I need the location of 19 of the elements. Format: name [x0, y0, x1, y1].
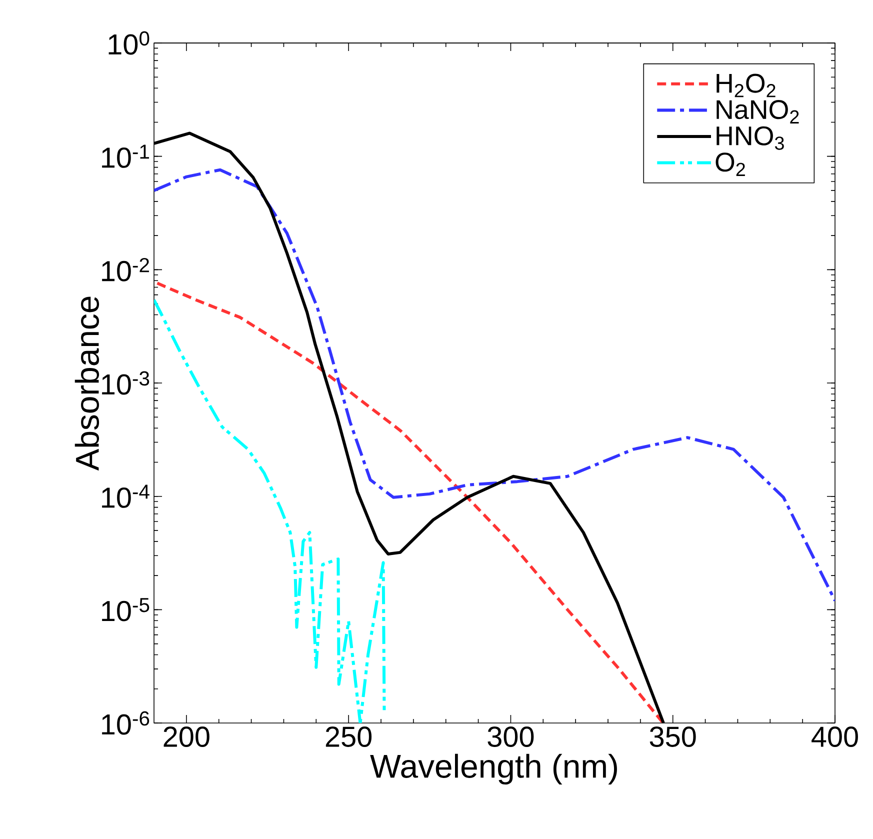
x-tick-label: 350 [650, 726, 696, 747]
x-tick-label: 300 [488, 726, 534, 747]
y-tick-label: 10$^{-5}$ [102, 598, 150, 622]
y-tick-label: 10$^{-2}$ [102, 258, 149, 282]
y-axis-title: Absorbance [74, 296, 100, 471]
legend-label: O$_{2}$ [716, 152, 745, 176]
y-tick-label: 10$^{-3}$ [102, 371, 150, 395]
x-axis-title: Wavelength (nm) [370, 754, 617, 784]
y-tick-label: 10$^{-1}$ [102, 144, 149, 168]
y-tick-label: 10$^{-4}$ [102, 484, 150, 508]
y-tick-label: 10$^{0}$ [108, 31, 150, 55]
x-tick-label: 200 [164, 726, 210, 747]
x-tick-label: 250 [326, 726, 372, 747]
legend-label: HNO$_{3}$ [716, 126, 784, 150]
legend-label: NaNO$_{2}$ [716, 100, 799, 124]
x-tick-label: 400 [812, 726, 858, 747]
y-tick-label: 10$^{-6}$ [102, 711, 150, 735]
legend-label: H$_{2}$O$_{2}$ [716, 74, 776, 98]
line-series [154, 298, 386, 724]
